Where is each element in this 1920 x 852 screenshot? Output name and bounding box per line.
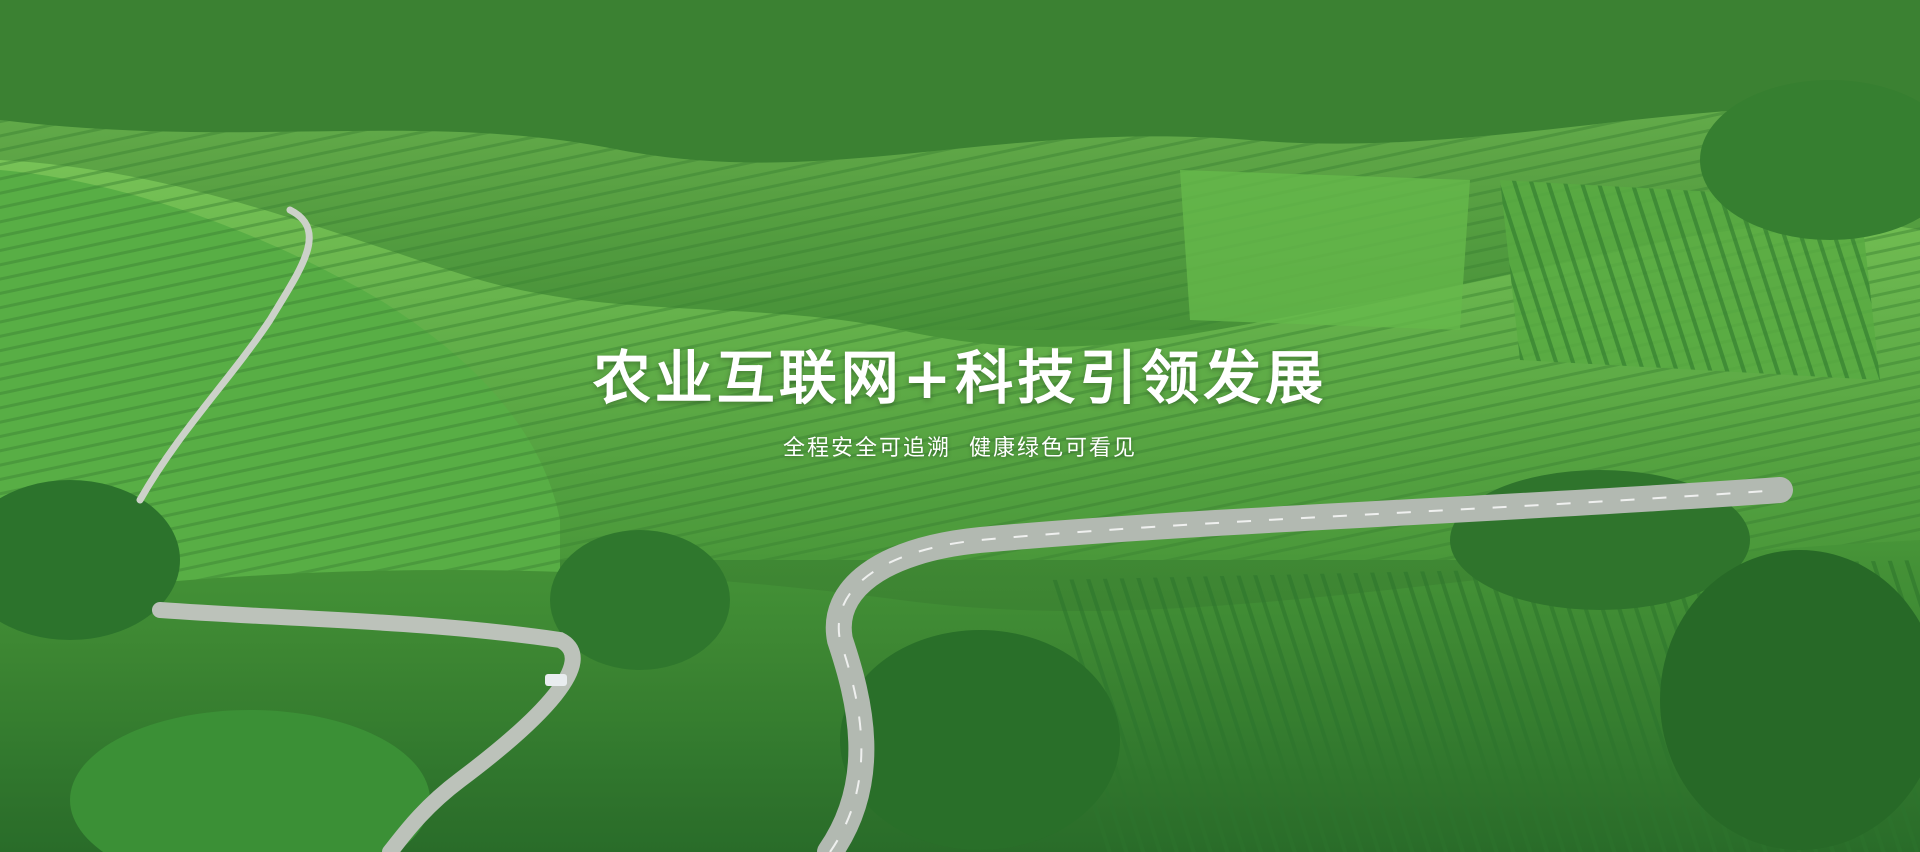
foreground-grass [70,710,430,852]
upper-road [136,206,313,504]
tree-cluster [1660,550,1920,850]
car [545,674,567,686]
left-road [152,602,581,852]
hero-headline: 农业互联网+科技引领发展 [592,344,1328,412]
vineyard-plot [1180,170,1470,330]
tree-cluster [550,530,730,670]
tree-cluster [1700,80,1920,240]
subline-green-visible: 健康绿色可看见 [969,436,1138,461]
hero-text: 农业互联网+科技引领发展 全程安全可追溯 健康绿色可看见 [0,338,1920,464]
tree-cluster [840,630,1120,850]
subline-traceability: 全程安全可追溯 [782,436,951,461]
hero-subline: 全程安全可追溯 健康绿色可看见 [0,434,1920,464]
tree-cluster [0,480,180,640]
